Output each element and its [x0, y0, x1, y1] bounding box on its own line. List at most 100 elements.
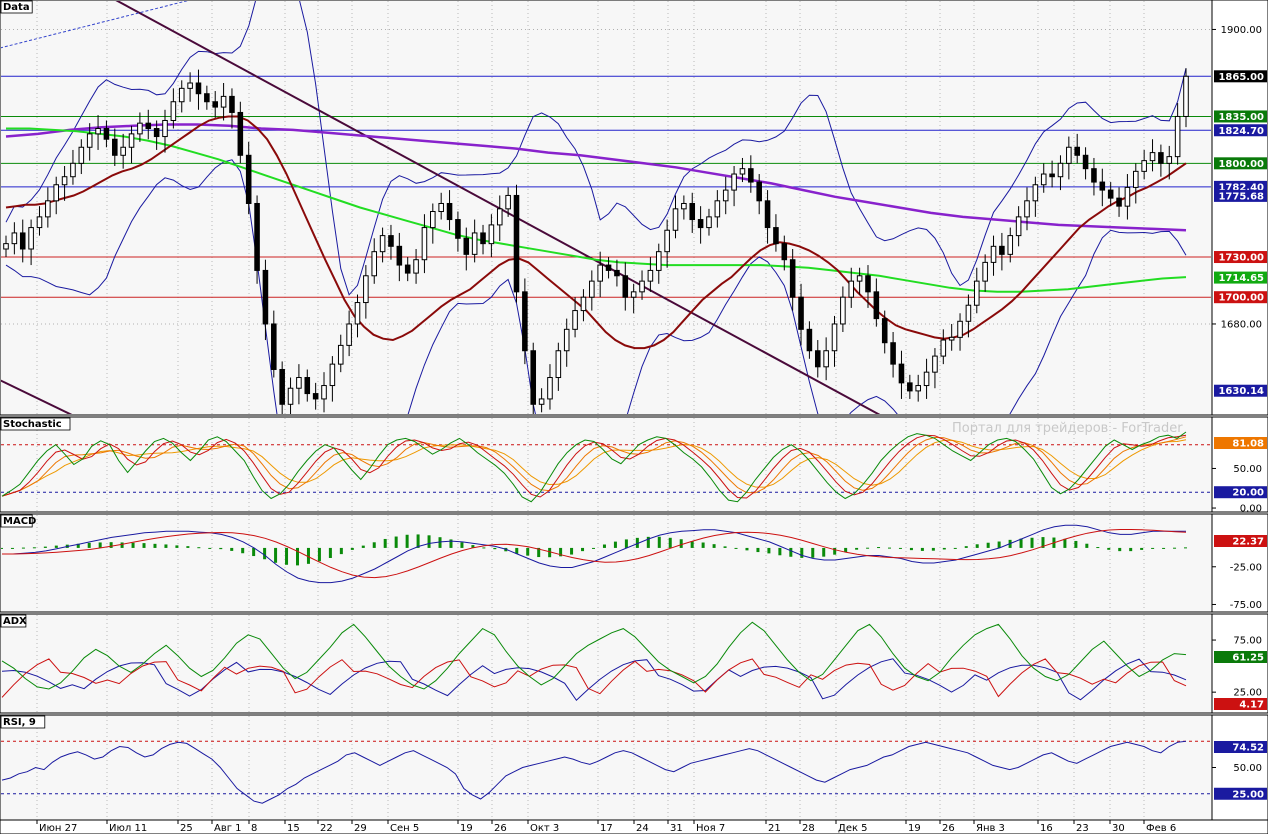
value-marker-label: 22.37	[1232, 537, 1264, 548]
candle-body	[396, 245, 403, 266]
value-axis-1	[1211, 0, 1268, 416]
time-axis-label: Ноя 7	[696, 823, 725, 834]
candle-body	[1158, 152, 1164, 164]
candle-body	[279, 368, 285, 405]
macd-histogram-bar	[230, 547, 234, 551]
candle-body	[572, 310, 578, 330]
macd-histogram-bar	[734, 547, 738, 549]
candle-body	[28, 227, 34, 250]
y-tick-label: 25.00	[1233, 688, 1262, 699]
candle-body	[1082, 154, 1089, 170]
candle-body	[1133, 170, 1139, 188]
watermark-text: Портал для трейдеров - ForTrader	[952, 421, 1183, 436]
candle-body	[589, 280, 595, 298]
macd-histogram-bar	[844, 547, 848, 553]
candle-body	[1107, 189, 1114, 199]
candle-body	[865, 275, 871, 293]
candle-body	[388, 235, 394, 247]
macd-histogram-bar	[427, 535, 431, 548]
candle-body	[446, 202, 453, 221]
macd-histogram-bar	[197, 547, 201, 549]
macd-histogram-bar	[920, 547, 924, 551]
time-axis-label: 16	[1040, 823, 1053, 834]
candle-body	[722, 189, 729, 202]
macd-histogram-bar	[570, 547, 574, 555]
macd-histogram-bar	[1173, 547, 1177, 549]
macd-histogram-bar	[482, 547, 486, 549]
macd-signal-line	[2, 529, 1187, 579]
candle-body	[672, 208, 679, 231]
value-marker-box	[1214, 651, 1267, 663]
value-marker-label: 1824.70	[1218, 126, 1264, 137]
macd-histogram-bar	[460, 542, 464, 548]
candle-body	[1032, 184, 1039, 202]
macd-histogram-bar	[131, 542, 135, 548]
adx-panel-plot	[1, 621, 1187, 702]
candle-body	[973, 280, 980, 306]
y-tick-label: 1900.00	[1221, 25, 1262, 36]
panel-title-box	[0, 0, 33, 14]
candle-body	[1024, 200, 1030, 218]
candle-body	[430, 211, 436, 229]
candle-body	[547, 377, 553, 400]
candle-body	[898, 363, 905, 384]
candle-body	[948, 336, 955, 341]
macd-histogram-bar	[339, 547, 343, 555]
macd-histogram-bar	[1096, 547, 1100, 549]
candle-body	[3, 243, 9, 250]
candle-body	[304, 377, 311, 395]
macd-histogram-bar	[10, 547, 14, 549]
value-marker-box	[1214, 157, 1267, 170]
macd-histogram-bar	[898, 547, 902, 549]
candle-body	[1174, 115, 1181, 158]
candle-body	[1183, 75, 1189, 117]
value-marker-box	[1214, 271, 1267, 284]
y-tick-label: -75.00	[1230, 600, 1262, 611]
candle-body	[229, 95, 235, 113]
value-axis-4	[1211, 613, 1268, 714]
macd-histogram-bar	[942, 547, 946, 550]
time-axis-label: 30	[1112, 823, 1125, 834]
value-marker-label: 1700.00	[1218, 293, 1264, 304]
macd-histogram-bar	[361, 545, 365, 548]
candle-body	[178, 87, 185, 103]
candle-body	[1049, 173, 1055, 178]
macd-histogram-bar	[800, 547, 804, 558]
macd-histogram-bar	[811, 547, 815, 558]
panel-frame-5	[0, 714, 1213, 821]
panel-title-box	[0, 514, 33, 528]
macd-histogram-bar	[559, 547, 563, 557]
macd-histogram-bar	[175, 545, 179, 548]
candle-body	[346, 323, 352, 346]
macd-histogram-bar	[1118, 547, 1122, 552]
candle-body	[823, 350, 829, 368]
candle-body	[271, 323, 277, 370]
macd-histogram-bar	[219, 547, 223, 550]
candle-body	[187, 82, 193, 89]
time-axis-label: 24	[636, 823, 649, 834]
candle-body	[45, 200, 51, 218]
candle-body	[1007, 235, 1014, 255]
candle-body	[697, 219, 704, 229]
time-axis-label: 29	[354, 823, 367, 834]
macd-histogram-bar	[1129, 547, 1133, 552]
value-marker-box	[1214, 787, 1267, 800]
macd-histogram-bar	[54, 545, 58, 548]
value-marker-box	[1214, 741, 1267, 753]
candle-body	[496, 208, 503, 226]
macd-histogram-bar	[142, 543, 146, 548]
candle-body	[287, 387, 294, 405]
candle-body	[647, 269, 654, 282]
value-marker-box	[1214, 384, 1267, 397]
macd-histogram-bar	[1107, 547, 1111, 550]
candle-body	[999, 245, 1005, 255]
macd-histogram-bar	[1162, 547, 1166, 549]
candle-body	[78, 146, 85, 164]
candle-body	[664, 229, 670, 253]
candle-body	[655, 251, 662, 271]
value-marker-label: 20.00	[1232, 488, 1264, 499]
candle-body	[982, 261, 988, 282]
panel-title-box	[0, 614, 27, 628]
macd-histogram-bar	[383, 538, 387, 548]
macd-histogram-bar	[449, 539, 453, 548]
